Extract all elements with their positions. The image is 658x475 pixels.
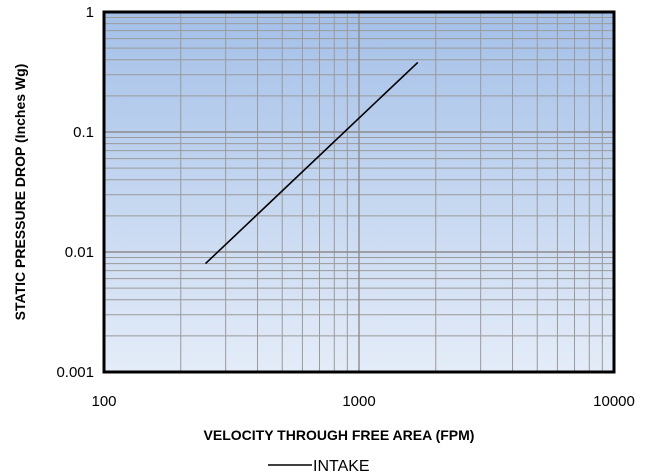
legend-label-intake: INTAKE bbox=[313, 458, 370, 475]
y-tick-labels: 0.001 0.01 0.1 1 bbox=[56, 4, 94, 381]
x-tick-label: 1000 bbox=[342, 393, 375, 410]
x-tick-labels: 100 1000 10000 bbox=[91, 393, 634, 410]
y-tick-label: 0.1 bbox=[73, 124, 94, 141]
y-tick-label: 0.001 bbox=[56, 364, 94, 381]
x-tick-label: 100 bbox=[91, 393, 116, 410]
plot-frame bbox=[102, 10, 616, 374]
y-tick-label: 0.01 bbox=[65, 244, 94, 261]
series-line-intake bbox=[204, 61, 419, 265]
y-axis-title: STATIC PRESSURE DROP (Inches Wg) bbox=[12, 64, 28, 321]
x-tick-label: 10000 bbox=[593, 393, 635, 410]
series-group bbox=[204, 61, 419, 265]
x-axis-title: VELOCITY THROUGH FREE AREA (FPM) bbox=[204, 427, 475, 443]
legend: INTAKE bbox=[268, 458, 370, 475]
y-tick-label: 1 bbox=[86, 4, 94, 21]
